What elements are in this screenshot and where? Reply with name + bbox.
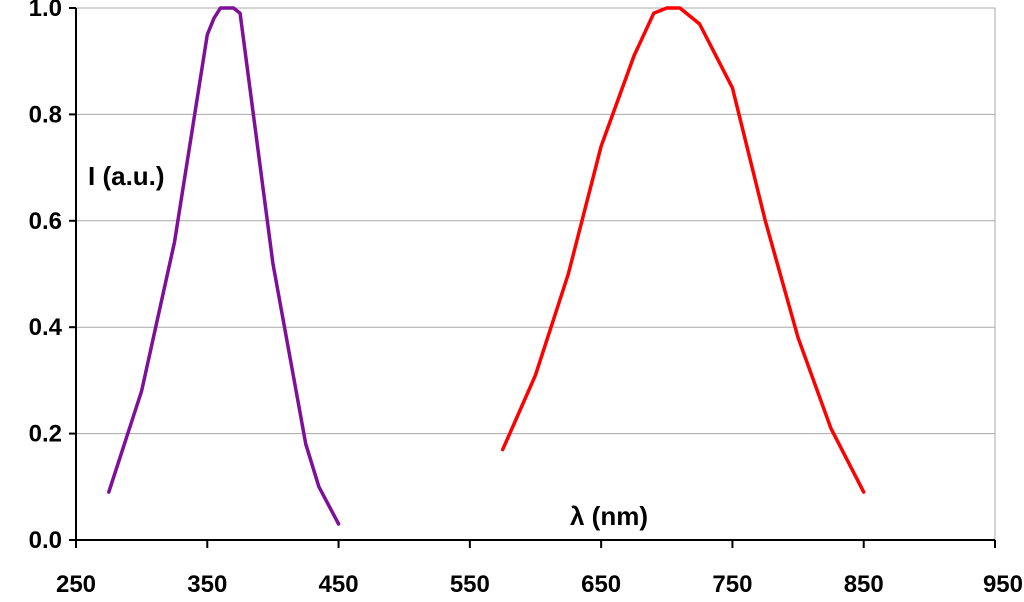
y-axis-title: I (a.u.) [88,161,165,191]
x-tick-label: 650 [581,571,621,598]
x-tick-label: 850 [844,571,884,598]
x-tick-label: 550 [450,571,490,598]
x-tick-label: 750 [712,571,752,598]
plot-frame [75,7,996,541]
axes [75,8,995,541]
y-tick-label: 0.2 [29,421,62,448]
x-tick-label: 450 [319,571,359,598]
series-line-1 [107,6,341,526]
y-tick-label: 0.8 [29,101,62,128]
series-group [107,6,866,526]
y-tick-label: 0.4 [29,314,63,341]
x-tick-label: 950 [983,571,1023,598]
series-line-2 [500,6,866,494]
y-tick-label: 1.0 [29,0,62,22]
y-tick-label: 0.0 [29,527,62,554]
y-tick-label: 0.6 [29,208,62,235]
x-axis-title: λ (nm) [570,501,648,531]
y-ticks: 0.0 0.2 0.4 0.6 0.8 1.0 [29,0,76,554]
x-ticks: 250 350 450 550 650 750 850 950 [56,540,1023,598]
x-tick-label: 250 [56,571,96,598]
x-tick-label: 350 [187,571,227,598]
